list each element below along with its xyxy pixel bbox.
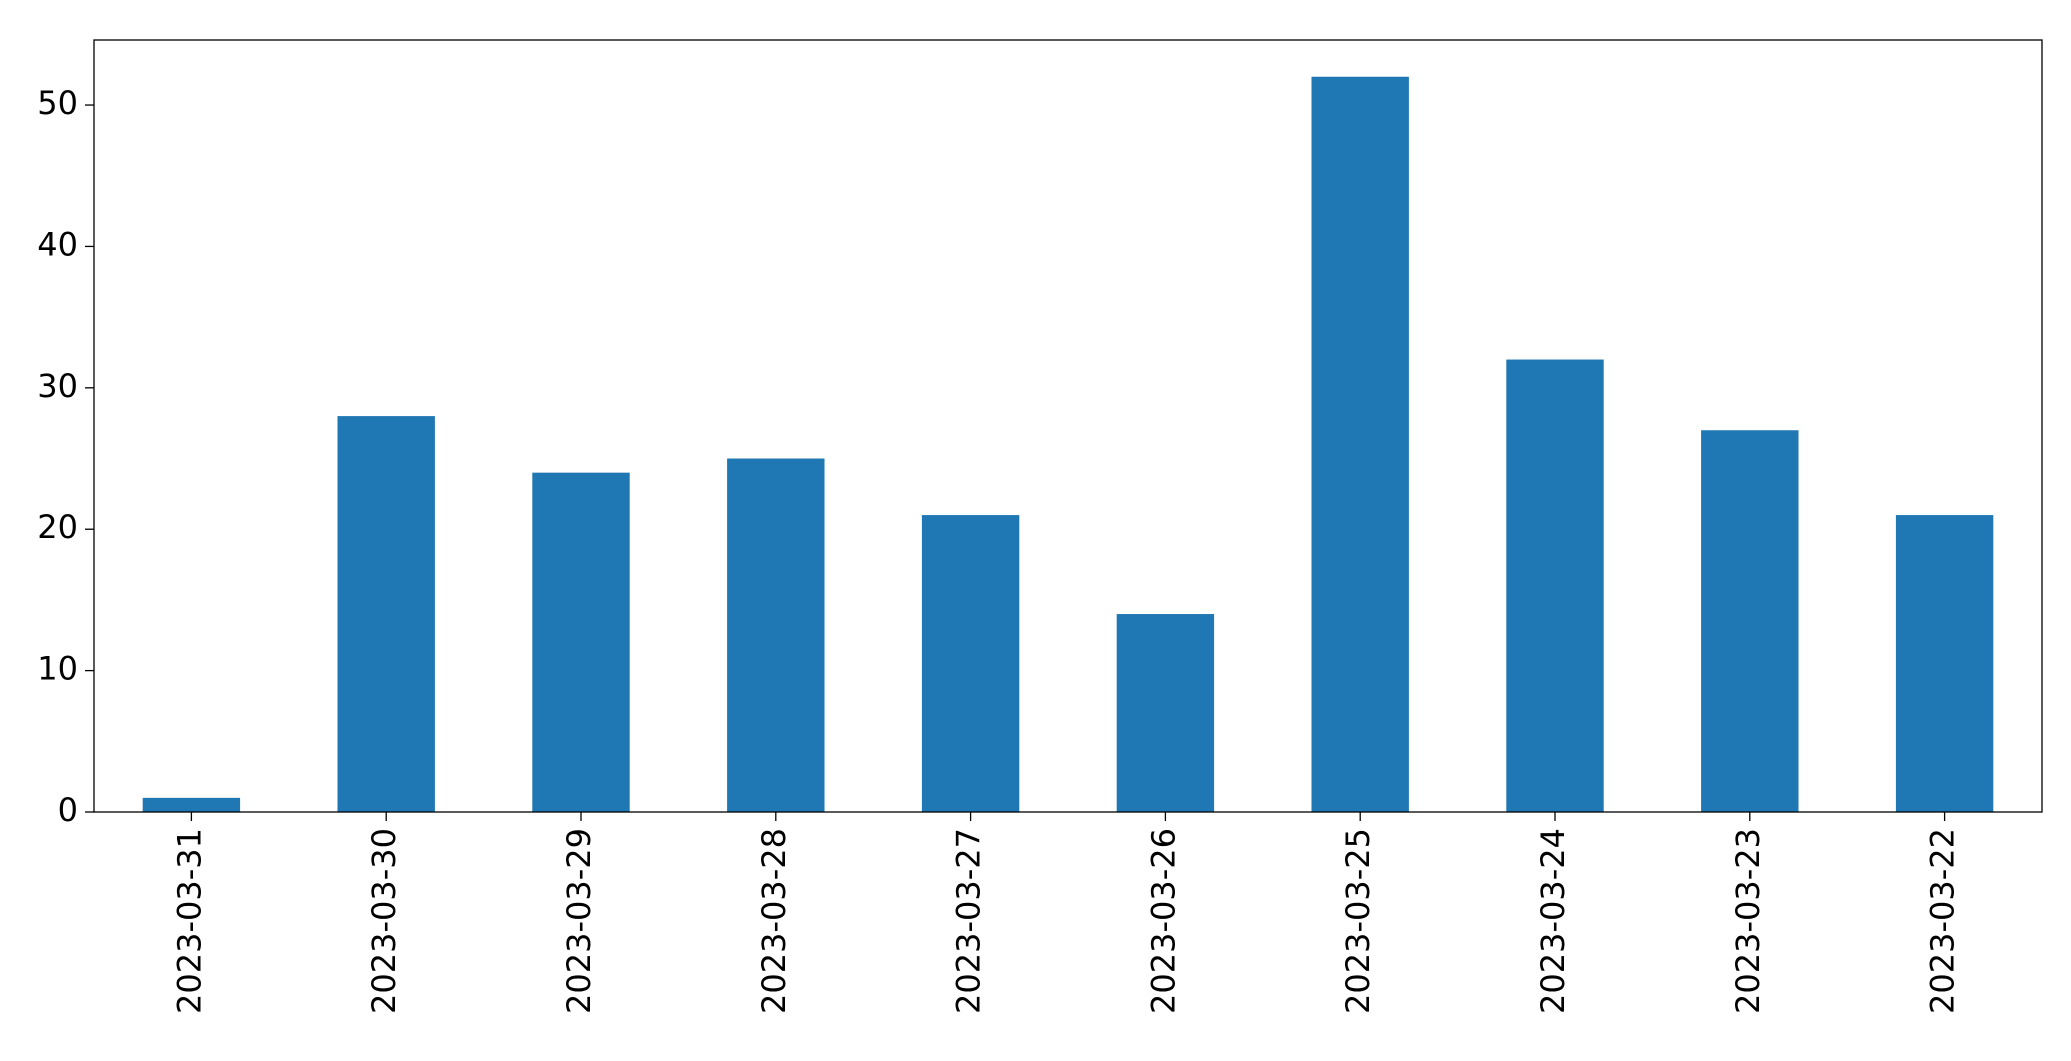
- x-tick-label: 2023-03-31: [170, 828, 208, 1014]
- x-tick-label: 2023-03-24: [1534, 828, 1572, 1014]
- y-tick-label: 20: [37, 508, 78, 546]
- plot-frame: [93, 39, 2043, 813]
- bar: [337, 416, 435, 812]
- y-tick-label: 0: [58, 791, 78, 829]
- x-tick-label: 2023-03-22: [1924, 828, 1962, 1014]
- bar: [1506, 359, 1604, 812]
- bar: [921, 515, 1020, 812]
- x-tick-label: 2023-03-25: [1339, 828, 1377, 1014]
- bar: [1311, 76, 1409, 812]
- y-tick-label: 50: [37, 84, 78, 122]
- x-tick-label: 2023-03-29: [560, 828, 598, 1014]
- x-tick-label: 2023-03-26: [1144, 828, 1182, 1014]
- x-tick-label: 2023-03-23: [1729, 828, 1767, 1014]
- y-tick-label: 10: [37, 650, 78, 688]
- x-tick-label: 2023-03-27: [950, 828, 988, 1014]
- x-tick-label: 2023-03-28: [755, 828, 793, 1014]
- y-tick-label: 40: [37, 225, 78, 263]
- y-tick-label: 30: [37, 367, 78, 405]
- bar: [1895, 515, 1994, 812]
- bar: [142, 797, 241, 812]
- bar: [532, 472, 630, 812]
- bar: [727, 458, 825, 812]
- x-tick-label: 2023-03-30: [365, 828, 403, 1014]
- bar: [1701, 430, 1799, 812]
- bar: [1116, 614, 1215, 812]
